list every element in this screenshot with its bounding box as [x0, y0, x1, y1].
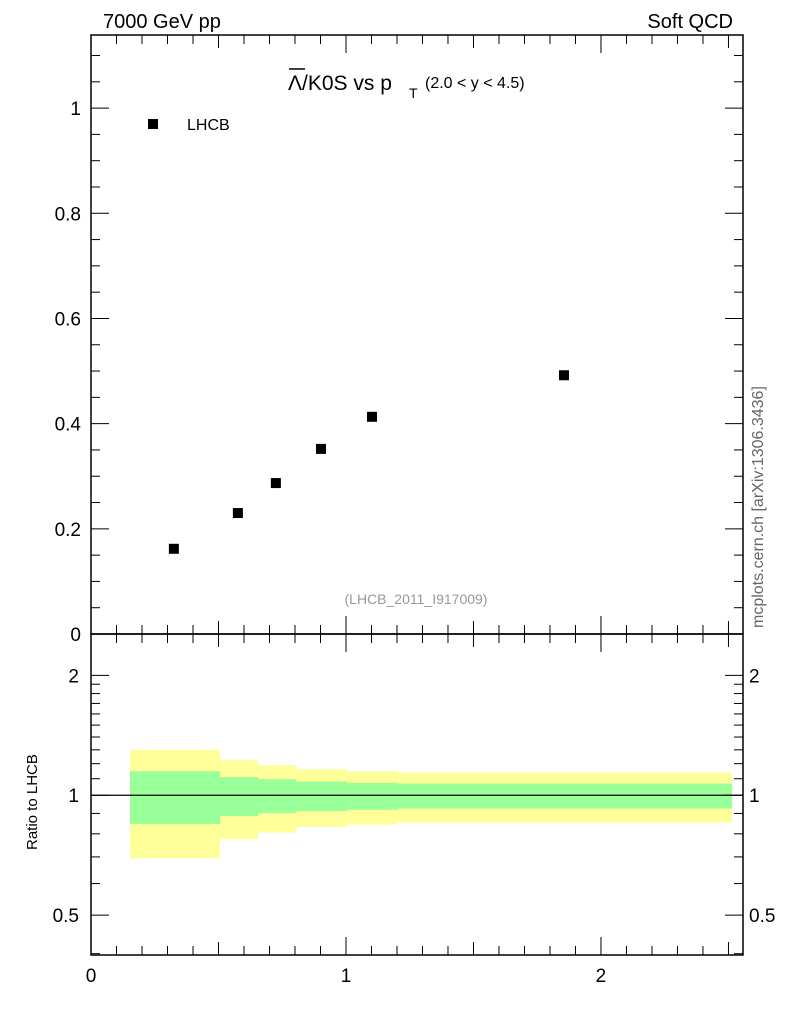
ratio-ytick-label-left: 2: [68, 666, 79, 687]
ratio-frame: [90, 633, 744, 956]
title-range: (2.0 < y < 4.5): [425, 75, 525, 92]
data-point: [270, 478, 281, 489]
data-point: [558, 370, 569, 381]
xtick-label: 2: [596, 966, 607, 987]
main-ytick-label: 0: [70, 625, 81, 646]
stat-uncertainty-band: [130, 771, 221, 825]
xtick-label: 0: [86, 966, 97, 987]
chart-title: Λ/K0S vs p T (2.0 < y < 4.5): [288, 68, 525, 101]
ratio-ytick-label-right: 0.5: [749, 906, 775, 927]
stat-uncertainty-band: [220, 777, 259, 817]
main-ytick-label: 1: [70, 99, 81, 120]
main-ytick-label: 0.8: [55, 204, 81, 225]
data-point: [168, 543, 179, 554]
stat-uncertainty-band: [398, 783, 733, 809]
header-left: 7000 GeV pp: [103, 11, 221, 33]
svg-text:Λ/K0S vs p: Λ/K0S vs p: [288, 72, 392, 95]
ratio-bands: [91, 749, 743, 859]
title-main: /K0S vs p: [302, 72, 392, 95]
ratio-ytick-label-right: 2: [749, 666, 760, 687]
analysis-annotation: (LHCB_2011_I917009): [345, 591, 488, 607]
data-point: [366, 411, 377, 422]
stat-uncertainty-band: [347, 782, 399, 810]
main-points: [168, 370, 569, 554]
title-sub: T: [409, 85, 418, 101]
title-lambda: Λ: [288, 72, 302, 95]
ratio-ytick-label-left: 1: [68, 786, 79, 807]
side-label: mcplots.cern.ch [arXiv:1306.3436]: [750, 386, 767, 628]
ratio-ytick-label-left: 0.5: [53, 906, 79, 927]
header-right: Soft QCD: [647, 11, 733, 33]
stat-uncertainty-band: [258, 779, 297, 814]
ratio-ylabel: Ratio to LHCB: [24, 754, 41, 850]
main-ytick-label: 0.2: [55, 520, 81, 541]
tick-labels: 0 0.2 0.4 0.6 0.8 1 0 1 2 0.5 0.5 1 1 2 2: [53, 99, 776, 987]
main-ytick-label: 0.6: [55, 309, 81, 330]
ratio-ytick-label-right: 1: [749, 786, 760, 807]
stat-uncertainty-band: [296, 781, 348, 812]
xtick-label: 1: [341, 966, 352, 987]
main-ytick-label: 0.4: [55, 415, 82, 436]
legend-label-lhcb: LHCB: [187, 117, 230, 134]
data-point: [315, 443, 326, 454]
data-point: [232, 508, 243, 519]
legend-marker-lhcb: [148, 119, 158, 129]
axis-ticks: [90, 35, 743, 955]
